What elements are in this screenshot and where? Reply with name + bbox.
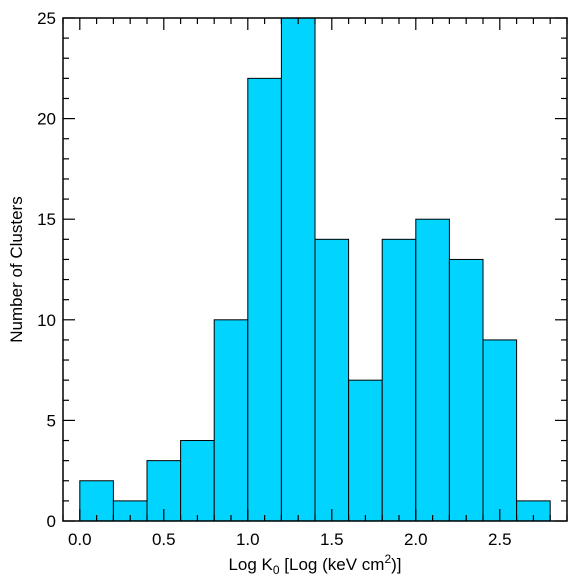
histogram-bar [79,480,114,522]
x-tick-label: 1.0 [236,530,260,549]
y-axis-title: Number of Clusters [7,196,26,342]
histogram-bar [448,258,484,522]
x-axis-title-superscript: 2 [384,552,391,566]
y-tick-label: 0 [47,512,56,531]
histogram-bar [381,238,417,522]
histogram-bar [314,238,350,522]
y-tick-label: 5 [47,411,56,430]
histogram-bar [482,339,518,522]
histogram-bar [280,17,316,522]
x-tick-label: 0.0 [68,530,92,549]
y-tick-label: 10 [37,311,56,330]
x-axis-title-middle: [Log (keV cm [280,555,385,574]
x-axis-title-main: Log K [228,555,273,574]
histogram-bar [348,379,383,522]
plot-frame [62,17,568,522]
x-tick-label: 2.0 [404,530,428,549]
x-axis-title-end: )] [391,555,401,574]
tick-labels-group: 0.0 0.5 1.0 1.5 2.0 2.5 0 5 10 15 20 25 [37,9,512,549]
x-tick-label: 1.5 [320,530,344,549]
histogram-bar [213,319,249,522]
y-tick-label: 25 [37,9,56,28]
y-tick-label: 15 [37,210,56,229]
bars-group [79,17,551,522]
histogram-bar [415,218,450,522]
y-tick-label: 20 [37,110,56,129]
histogram-bar [247,77,282,522]
x-axis-title-subscript: 0 [273,563,280,577]
histogram-bar [180,440,215,522]
x-axis-title: Log K0 [Log (keV cm2)] [228,552,401,577]
x-tick-label: 2.5 [488,530,512,549]
x-tick-label: 0.5 [152,530,176,549]
